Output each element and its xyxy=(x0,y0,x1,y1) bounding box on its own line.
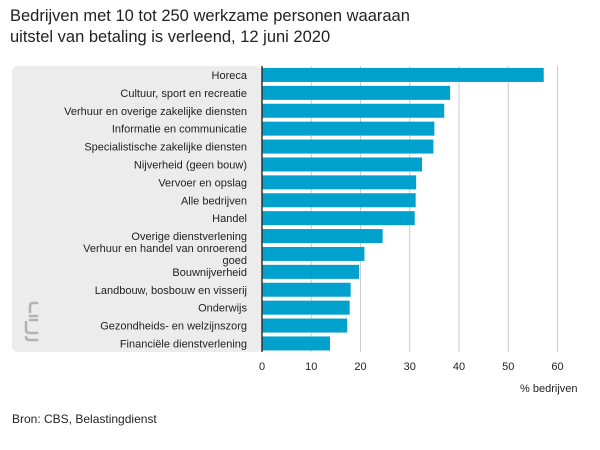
x-tick-label-40: 40 xyxy=(453,361,465,373)
source-note: Bron: CBS, Belastingdienst xyxy=(12,412,157,426)
category-label-11: Bouwnijverheid xyxy=(172,267,247,279)
bar-14 xyxy=(262,318,348,333)
bar-5 xyxy=(262,157,423,172)
category-label-15: Financiële dienstverlening xyxy=(120,338,247,350)
cbs-logo-stroke xyxy=(28,301,39,314)
x-axis-label: % bedrijven xyxy=(520,383,577,395)
bar-15 xyxy=(262,336,330,351)
chart-title-line-1: Bedrijven met 10 tot 250 werkzame person… xyxy=(10,7,410,25)
bar-8 xyxy=(262,211,415,226)
category-label-10-line-0: Verhuur en handel van onroerend xyxy=(83,243,247,255)
category-label-panel xyxy=(12,66,262,352)
category-label-13: Onderwijs xyxy=(198,303,247,315)
category-label-12: Landbouw, bosbouw en visserij xyxy=(95,285,247,297)
cbs-logo-stroke xyxy=(24,320,39,335)
category-label-9: Overige dienstverlening xyxy=(131,231,247,243)
category-label-0: Horeca xyxy=(212,70,248,82)
bar-9 xyxy=(262,229,383,244)
category-label-1: Cultuur, sport en recreatie xyxy=(120,88,247,100)
bar-7 xyxy=(262,193,416,208)
bar-chart: Horeca Cultuur, sport en recreatie Verhuur… xyxy=(12,66,578,395)
x-tick-label-50: 50 xyxy=(502,361,514,373)
x-tick-label-60: 60 xyxy=(551,361,563,373)
x-tick-label-10: 10 xyxy=(305,361,317,373)
category-label-5: Nijverheid (geen bouw) xyxy=(134,159,247,171)
x-tick-label-0: 0 xyxy=(259,361,265,373)
bar-0 xyxy=(262,67,544,82)
category-label-8: Handel xyxy=(212,213,247,225)
cbs-logo-icon xyxy=(24,301,39,342)
bar-11 xyxy=(262,264,360,279)
bar-6 xyxy=(262,175,417,190)
cbs-logo-stroke xyxy=(24,335,39,342)
bar-13 xyxy=(262,300,350,315)
bar-1 xyxy=(262,85,451,100)
category-label-14: Gezondheids- en welzijnszorg xyxy=(100,321,247,333)
x-tick-label-30: 30 xyxy=(404,361,416,373)
bar-10 xyxy=(262,246,365,261)
category-label-2: Verhuur en overige zakelijke diensten xyxy=(64,106,247,118)
bar-12 xyxy=(262,282,351,297)
bar-2 xyxy=(262,103,445,118)
chart-title-line-2: uitstel van betaling is verleend, 12 jun… xyxy=(10,28,331,46)
category-label-10-line-1: goed xyxy=(223,255,247,267)
category-label-3: Informatie en communicatie xyxy=(112,124,247,136)
category-label-6: Vervoer en opslag xyxy=(158,177,247,189)
bar-4 xyxy=(262,139,434,154)
category-label-7: Alle bedrijven xyxy=(181,195,247,207)
bar-3 xyxy=(262,121,435,136)
category-label-4: Specialistische zakelijke diensten xyxy=(84,142,247,154)
chart-title: Bedrijven met 10 tot 250 werkzame person… xyxy=(10,6,570,48)
x-tick-label-20: 20 xyxy=(354,361,366,373)
